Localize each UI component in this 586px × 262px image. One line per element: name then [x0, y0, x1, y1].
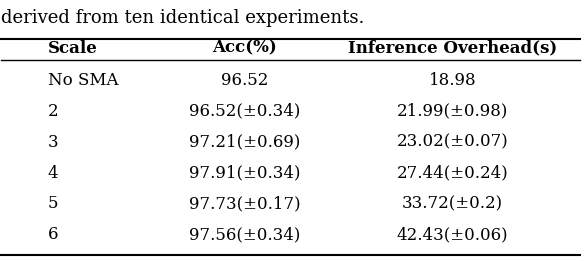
Text: 97.91(±0.34): 97.91(±0.34): [189, 165, 300, 182]
Text: 21.99(±0.98): 21.99(±0.98): [397, 103, 508, 120]
Text: 2: 2: [47, 103, 58, 120]
Text: 42.43(±0.06): 42.43(±0.06): [397, 226, 509, 243]
Text: 97.73(±0.17): 97.73(±0.17): [189, 195, 300, 212]
Text: 23.02(±0.07): 23.02(±0.07): [397, 134, 509, 151]
Text: No SMA: No SMA: [47, 72, 118, 89]
Text: derived from ten identical experiments.: derived from ten identical experiments.: [1, 9, 364, 27]
Text: Acc(%): Acc(%): [212, 40, 277, 57]
Text: 97.56(±0.34): 97.56(±0.34): [189, 226, 300, 243]
Text: 33.72(±0.2): 33.72(±0.2): [402, 195, 503, 212]
Text: Inference Overhead(s): Inference Overhead(s): [348, 40, 557, 57]
Text: 97.21(±0.69): 97.21(±0.69): [189, 134, 300, 151]
Text: 18.98: 18.98: [429, 72, 476, 89]
Text: 96.52(±0.34): 96.52(±0.34): [189, 103, 300, 120]
Text: 96.52: 96.52: [221, 72, 268, 89]
Text: 4: 4: [47, 165, 58, 182]
Text: 27.44(±0.24): 27.44(±0.24): [397, 165, 509, 182]
Text: 3: 3: [47, 134, 58, 151]
Text: 6: 6: [47, 226, 58, 243]
Text: Scale: Scale: [47, 40, 97, 57]
Text: 5: 5: [47, 195, 58, 212]
